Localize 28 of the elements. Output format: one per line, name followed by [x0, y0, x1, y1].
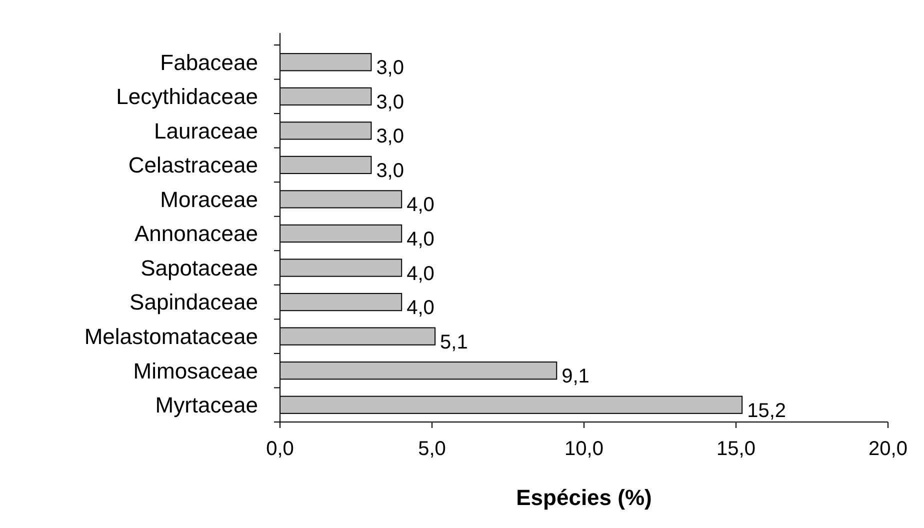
x-tick-label: 15,0 — [716, 438, 756, 460]
y-tick-label: Mimosaceae — [133, 358, 258, 384]
data-label: 4,0 — [406, 262, 434, 285]
data-label: 3,0 — [376, 160, 404, 182]
data-label: 3,0 — [376, 91, 404, 114]
y-tick-label: Melastomataceae — [84, 324, 258, 350]
data-label: 9,1 — [562, 366, 590, 388]
data-label: 5,1 — [440, 331, 468, 354]
y-tick-label: Lauraceae — [154, 118, 258, 144]
data-label: 3,0 — [376, 57, 404, 80]
y-tick-label: Lecythidaceae — [116, 84, 258, 110]
data-label: 4,0 — [406, 228, 434, 250]
data-label: 3,0 — [376, 126, 404, 148]
y-tick-label: Fabaceae — [160, 50, 258, 75]
y-tick-label: Annonaceae — [134, 221, 258, 246]
x-tick-label: 5,0 — [418, 438, 446, 460]
y-tick-label: Moraceae — [160, 186, 258, 212]
data-label: 4,0 — [406, 194, 434, 216]
y-tick-label: Celastraceae — [128, 152, 258, 178]
x-tick-label: 0,0 — [266, 438, 294, 460]
data-label: 4,0 — [406, 297, 434, 320]
x-tick-label: 10,0 — [564, 438, 604, 460]
data-label: 15,2 — [747, 400, 786, 422]
x-axis-title: Espécies (%) — [516, 485, 652, 510]
y-tick-label: Sapindaceae — [130, 290, 258, 315]
y-tick-label: Sapotaceae — [140, 255, 258, 280]
y-tick-label: Myrtaceae — [155, 392, 258, 418]
x-tick-label: 20,0 — [868, 438, 908, 460]
